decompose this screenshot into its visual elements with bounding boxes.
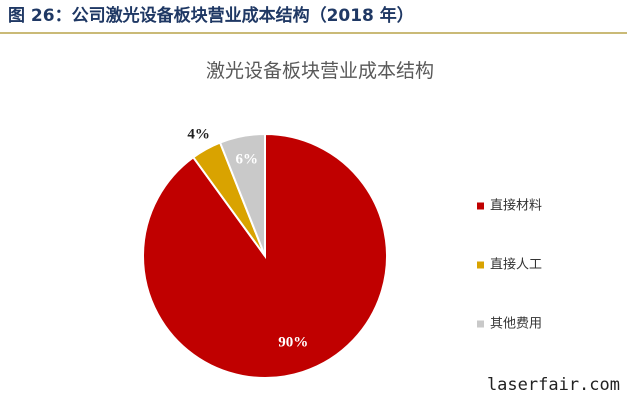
legend-swatch [477, 202, 484, 210]
watermark: laserfair.com [487, 375, 620, 395]
legend-label: 直接材料 [490, 198, 542, 214]
value-label: 90% [278, 334, 308, 350]
legend-label: 直接人工 [490, 257, 542, 273]
value-label: 4% [187, 127, 210, 143]
chart-title: 激光设备板块营业成本结构 [206, 60, 434, 82]
figure-caption: 图 26：公司激光设备板块营业成本结构（2018 年） [8, 5, 414, 26]
pie-slice [218, 132, 266, 257]
legend-swatch [477, 320, 484, 328]
legend-label: 其他费用 [490, 317, 542, 332]
value-label: 6% [235, 152, 258, 168]
legend-swatch [477, 261, 484, 269]
